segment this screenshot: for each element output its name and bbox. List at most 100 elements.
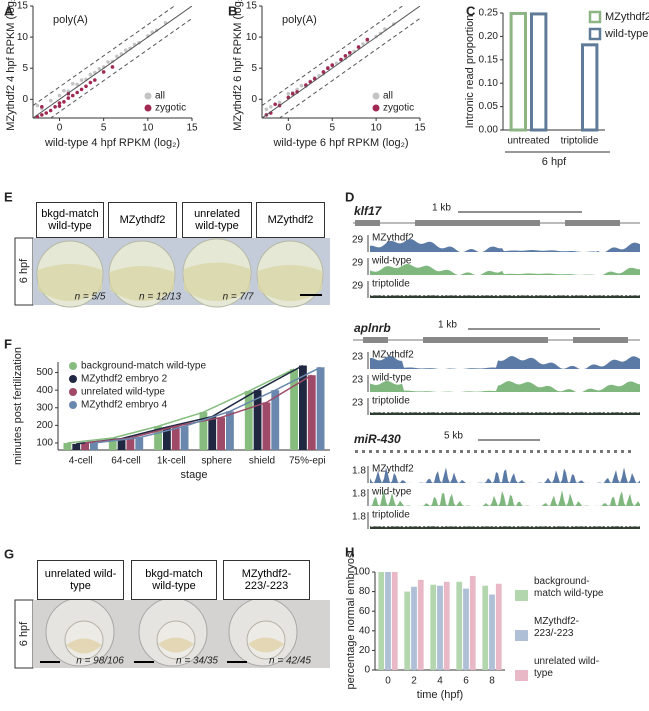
gene-tick [628,450,631,453]
gene-name: miR-430 [354,432,401,446]
track-label: wild-type [371,373,412,384]
track-max: 1.8 [352,466,366,477]
point [57,93,62,98]
x-tick-label: 2 [411,676,417,687]
exon [573,337,628,343]
coverage-track [370,295,640,298]
y-tick-label: 5 [22,63,28,74]
gene-tick [551,450,554,453]
x-tick-label: 5 [329,123,335,134]
gene-tick [460,450,463,453]
x-tick-label: 0 [57,123,63,134]
bar [489,594,495,670]
point [88,80,93,85]
gene-tick [355,450,358,453]
y-axis-label: minutes post fertilization [12,347,24,465]
bar [307,375,316,450]
gene-tick [495,450,498,453]
bar [72,443,81,450]
track-max: 23 [352,352,364,363]
exon [355,220,380,226]
point [273,102,277,107]
coverage-track [370,526,640,529]
panel-letter: H [345,544,354,559]
coverage-track [370,381,640,392]
gene-name: aplnrb [354,321,391,335]
x-axis-label: stage [181,469,208,481]
header-box: unrelated wild-type [37,560,124,600]
point [70,81,75,86]
track-label: MZythdf2 [372,350,414,361]
bar [90,442,98,450]
point [326,66,330,71]
track-label: triptolide [372,510,410,521]
y-tick-label: 0.10 [479,78,499,89]
point [97,67,102,71]
gene-tick [565,450,568,453]
bar [378,572,385,670]
y-axis-label: MZythdf2 6 hpf RPKM (log₂) [232,0,244,131]
y-tick-label: 40 [359,625,371,636]
annotation: poly(A) [53,14,88,26]
gene-tick [397,450,400,453]
y-axis-label: MZythdf2 4 hpf RPKM (log₂) [5,0,17,131]
gene-tick [572,450,575,453]
exon [423,337,548,343]
x-axis-label: wild-type 6 hpf RPKM (log₂) [272,137,408,149]
bar [469,575,476,670]
y-tick-label: 0.25 [479,8,499,19]
gene-tick [530,450,533,453]
bar [411,586,417,670]
panel-letter: B [228,3,237,18]
gene-tick [439,450,442,453]
bar [135,437,144,450]
gene-tick [544,450,547,453]
legend-marker [69,375,77,383]
track-label: wild-type [371,256,412,267]
point [347,50,352,55]
point [62,100,66,104]
gene-tick [369,450,372,453]
point [295,87,299,92]
legend-label: wild-type [604,28,648,40]
header-box: MZythdf2-223/-223 [223,560,310,600]
x-tick-label: 64-cell [111,456,140,467]
track-max: 23 [352,375,364,386]
y-tick-label: 10 [17,32,29,43]
y-tick-label: 0.05 [479,101,499,112]
bar [81,442,90,450]
legend-label: MZythdf2-223/-223 [534,616,580,639]
panel-letter: G [4,546,14,561]
gene-tick [502,450,505,453]
y-tick-label: 5 [251,63,257,74]
x-tick-label: 4-cell [69,456,93,467]
track-max: 1.8 [352,489,366,500]
x-tick-label: triptolide [561,136,599,147]
x-tick-label: 15 [414,123,426,134]
point [62,88,66,93]
legend-marker [69,401,77,409]
gene-tick [621,450,624,453]
x-axis-label: wild-type 4 hpf RPKM (log₂) [44,137,180,149]
track-max: 29 [352,235,364,246]
point [40,113,44,117]
x-tick-label: 1k-cell [157,456,186,467]
y-tick-label: 100 [353,567,370,578]
y-tick-label: 200 [36,420,53,431]
bar [495,583,502,670]
point [75,82,79,87]
point [365,37,370,42]
panel-letter: F [4,336,12,351]
point [277,100,282,105]
legend-marker [515,630,528,641]
panel-letter: A [4,3,14,18]
reference-line [33,6,192,118]
legend-label: unrelated wild-type [534,656,600,679]
coverage-track [370,490,640,506]
gene-name: klf17 [354,204,383,218]
exon [565,220,620,226]
legend-marker [144,92,152,100]
y-axis-label: percentage normal embryos [345,552,357,689]
legend-label: unrelated wild-type [81,387,165,398]
point [70,93,75,98]
